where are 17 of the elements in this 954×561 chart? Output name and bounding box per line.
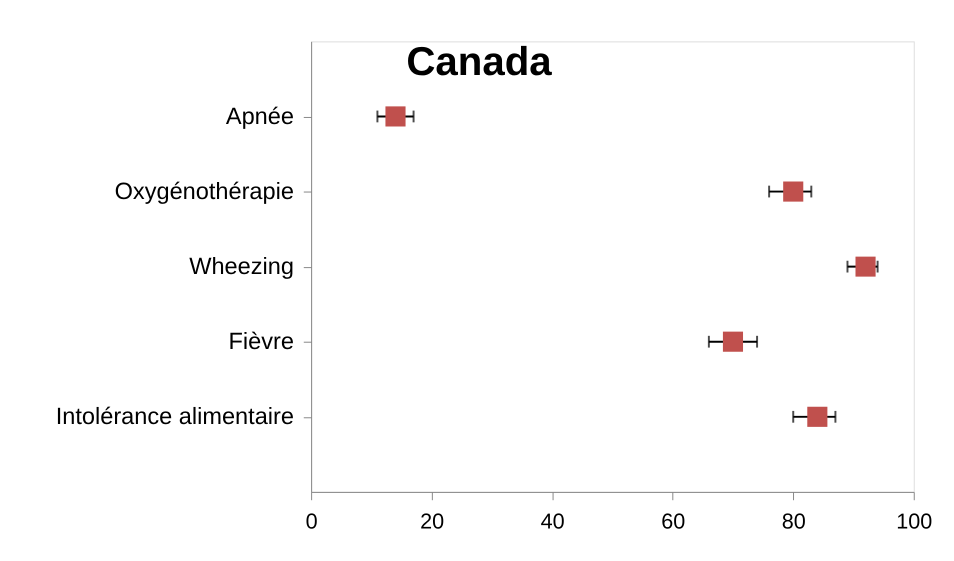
point	[722, 332, 744, 352]
x-tick-label: 0	[306, 508, 318, 534]
chart-title: Canada	[406, 38, 552, 84]
x-tick-label: 100	[896, 508, 932, 534]
point	[385, 106, 406, 127]
point	[855, 256, 876, 277]
y-tick-label: Intolérance alimentaire	[56, 403, 294, 430]
point	[783, 181, 804, 202]
y-tick-label: Wheezing	[189, 252, 294, 279]
y-tick-label: Oxygénothérapie	[114, 178, 294, 204]
point	[807, 406, 828, 427]
x-tick-label: 80	[782, 508, 806, 534]
y-tick-label: Fièvre	[228, 328, 294, 354]
x-tick-label: 20	[420, 508, 444, 534]
x-tick-label: 40	[540, 508, 565, 534]
x-tick-label: 60	[661, 508, 686, 534]
y-tick-label: Apnée	[226, 102, 294, 129]
